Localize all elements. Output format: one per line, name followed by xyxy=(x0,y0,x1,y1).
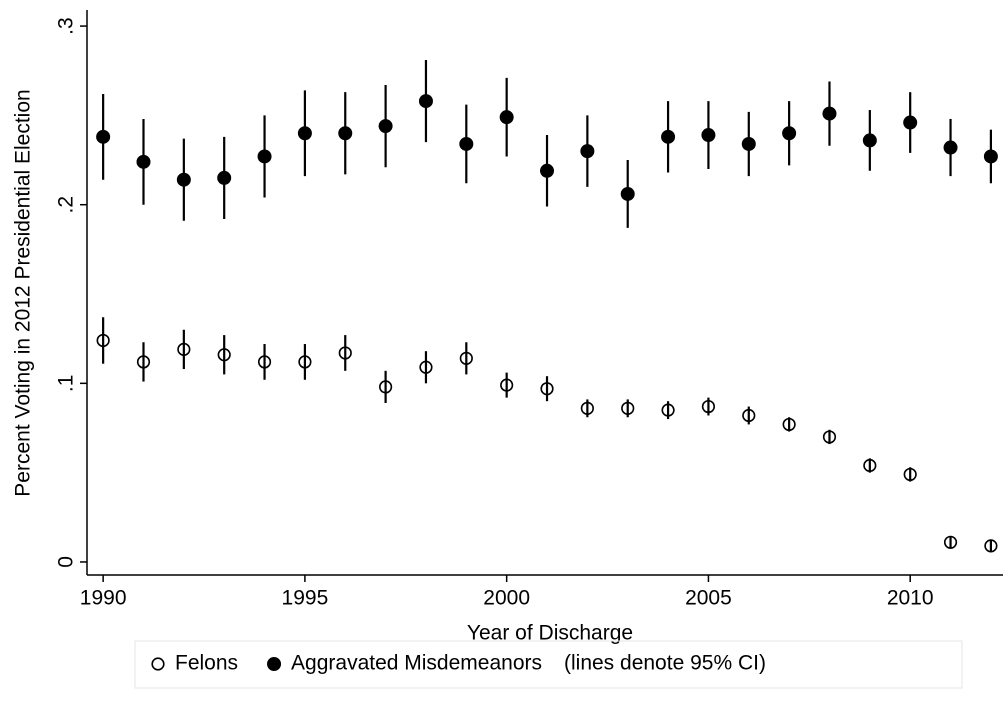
legend-box xyxy=(134,640,963,689)
point xyxy=(257,355,272,369)
point xyxy=(661,403,675,417)
point xyxy=(742,408,756,423)
point xyxy=(903,115,918,130)
point xyxy=(298,355,312,369)
y-tick-label: 0 xyxy=(55,556,78,568)
point xyxy=(822,106,837,121)
point xyxy=(136,355,151,369)
point xyxy=(338,126,353,141)
x-tick-label: 2000 xyxy=(483,587,530,610)
point xyxy=(540,163,555,178)
legend-note: (lines denote 95% CI) xyxy=(564,652,766,675)
point xyxy=(419,360,433,374)
point xyxy=(580,144,595,159)
point xyxy=(418,94,433,109)
point xyxy=(96,333,110,348)
point xyxy=(621,401,635,415)
point xyxy=(540,382,554,396)
x-tick-label: 1990 xyxy=(80,587,127,610)
point xyxy=(822,430,837,444)
point xyxy=(782,126,797,141)
point xyxy=(943,140,958,155)
legend-marker xyxy=(267,657,282,671)
point xyxy=(580,401,594,415)
point xyxy=(459,136,474,151)
y-tick-label: .2 xyxy=(55,196,78,214)
x-tick-label: 2010 xyxy=(887,587,934,610)
y-tick-label: .1 xyxy=(55,375,78,393)
point xyxy=(701,128,716,143)
point xyxy=(903,467,917,482)
x-tick-label: 2005 xyxy=(685,587,732,610)
point xyxy=(297,126,312,141)
point xyxy=(701,399,716,414)
point xyxy=(661,129,676,144)
point xyxy=(741,136,756,151)
x-axis-title: Year of Discharge xyxy=(467,622,633,645)
point xyxy=(217,348,231,362)
point xyxy=(257,149,272,164)
point xyxy=(862,133,877,148)
point xyxy=(96,129,111,144)
point xyxy=(177,342,191,356)
point xyxy=(983,149,998,164)
point xyxy=(499,110,514,125)
legend-marker xyxy=(151,657,165,671)
x-tick-label: 1995 xyxy=(282,587,329,610)
point xyxy=(338,346,352,360)
point xyxy=(782,417,796,432)
point xyxy=(136,154,151,169)
point xyxy=(378,119,393,134)
legend-label: Aggravated Misdemeanors xyxy=(291,652,542,675)
point xyxy=(863,458,877,473)
point xyxy=(176,172,191,187)
point xyxy=(459,351,473,365)
point xyxy=(943,535,958,549)
point xyxy=(379,380,393,394)
point xyxy=(984,539,998,553)
point xyxy=(500,378,514,392)
point xyxy=(620,186,635,201)
y-axis-title: Percent Voting in 2012 Presidential Elec… xyxy=(12,89,35,496)
y-tick-label: .3 xyxy=(55,17,78,35)
legend-label: Felons xyxy=(175,652,238,675)
point xyxy=(217,170,232,185)
